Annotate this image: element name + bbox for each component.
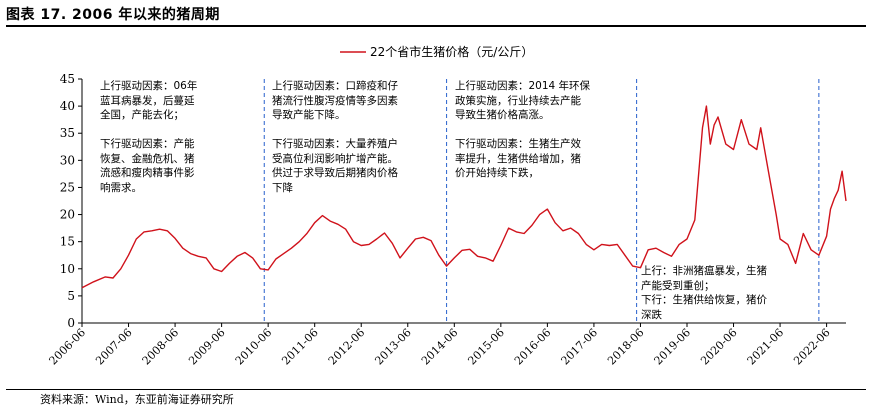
top-rule (6, 25, 866, 27)
x-tick-label: 2008-06 (140, 326, 182, 368)
y-tick-label: 45 (60, 72, 75, 86)
series-layer (81, 105, 847, 289)
legend: 22个省市生猪价格（元/公斤） (340, 44, 533, 59)
x-tick-label: 2018-06 (605, 326, 647, 368)
series-line-pig-price (81, 105, 847, 289)
x-tick-label: 2017-06 (559, 326, 601, 368)
x-tick-label: 2022-06 (791, 326, 833, 368)
y-tick-label: 15 (60, 235, 75, 249)
cycle-dividers (263, 79, 820, 323)
legend-label: 22个省市生猪价格（元/公斤） (370, 44, 533, 59)
x-tick-label: 2006-06 (47, 326, 89, 368)
x-tick-label: 2015-06 (465, 326, 507, 368)
source-note: 资料来源：Wind，东亚前海证券研究所 (40, 393, 234, 406)
x-tick-label: 2020-06 (698, 326, 740, 368)
annotation-cycle-4: 上行：非洲猪瘟暴发，生猪 产能受到重创； 下行：生猪供给恢复，猪价 深跌 (641, 265, 767, 321)
x-tick-label: 2012-06 (326, 326, 368, 368)
x-tick-label: 2007-06 (93, 326, 135, 368)
y-tick-label: 20 (60, 208, 75, 222)
y-tick-label: 30 (60, 153, 75, 167)
x-tick-label: 2013-06 (372, 326, 414, 368)
x-tick-label: 2010-06 (233, 326, 275, 368)
y-tick-label: 10 (60, 262, 75, 276)
y-tick-label: 0 (67, 316, 75, 330)
x-tick-label: 2016-06 (512, 326, 554, 368)
y-tick-label: 25 (60, 180, 75, 194)
x-tick-label: 2011-06 (279, 326, 321, 368)
y-tick-label: 5 (67, 289, 75, 303)
y-tick-label: 35 (60, 126, 75, 140)
x-tick-label: 2021-06 (745, 326, 787, 368)
x-tick-label: 2009-06 (186, 326, 228, 368)
annotation-cycle-2: 上行驱动因素：口蹄疫和仔 猪流行性腹泻疫情等多因素 导致产能下降。 下行驱动因素… (272, 80, 398, 194)
annotation-cycle-1: 上行驱动因素：06年 蓝耳病暴发，后蔓延 全国，产能去化； 下行驱动因素：产能 … (100, 80, 198, 194)
y-tick-label: 40 (60, 99, 75, 113)
bottom-rule (6, 389, 866, 390)
x-tick-label: 2019-06 (652, 326, 694, 368)
figure-title: 图表 17. 2006 年以来的猪周期 (6, 7, 220, 23)
annotation-cycle-3: 上行驱动因素：2014 年环保 政策实施，行业持续去产能 导致生猪价格高涨。 下… (455, 80, 591, 179)
x-tick-label: 2014-06 (419, 326, 461, 368)
